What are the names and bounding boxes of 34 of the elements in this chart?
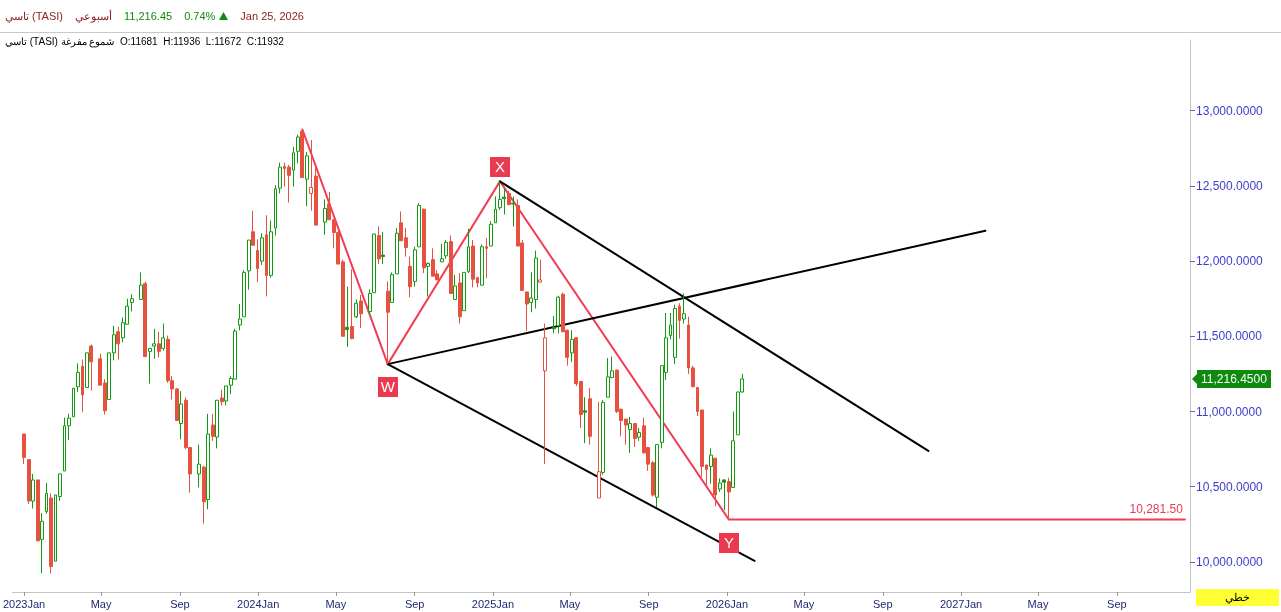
x-tick-label: 2023Jan [2, 597, 46, 610]
x-tick-label: May [90, 597, 112, 610]
x-tick-label: 2027Jan [939, 597, 983, 610]
x-tick-label: May [1027, 597, 1049, 610]
y-tick-label: 13,000.0000 [1196, 103, 1264, 118]
y-tick-label: 11,500.0000 [1196, 329, 1263, 344]
x-tick-label: 2025Jan [471, 597, 515, 610]
text: 0.74% [184, 10, 216, 22]
text: خطي [1196, 589, 1279, 606]
y-tick-label: 12,000.0000 [1196, 254, 1264, 269]
annotation: 10,281.50 [1129, 501, 1183, 516]
x-tick-label: Sep [170, 597, 190, 610]
x-tick-label: Sep [404, 597, 425, 610]
x-tick-label: 2024Jan [237, 597, 280, 610]
x-tick-label: May [793, 597, 815, 610]
annotation: Y [718, 532, 739, 553]
x-tick-label: 2026Jan [705, 597, 749, 610]
x-tick-label: May [325, 597, 347, 610]
y-tick-label: 12,500.0000 [1196, 178, 1264, 193]
chart-subtitle: تاسي (TASI) شموع مفرغة O:11681 H:11936 L:11672 C:11932 [5, 36, 284, 47]
annotation: W [377, 377, 398, 398]
x-tick-label: Sep [638, 597, 659, 610]
text: 11,216.45 [124, 10, 173, 22]
text: Jan 25, 2026 [240, 10, 304, 22]
x-tick-label: May [559, 597, 581, 610]
y-tick-label: 10,000.0000 [1196, 554, 1264, 569]
x-tick-label: Sep [1107, 597, 1127, 610]
y-tick-label: 11,000.0000 [1196, 404, 1263, 419]
annotation: X [489, 157, 510, 178]
text: 11,216.4500 [1197, 369, 1271, 388]
text: أسبوعي [75, 9, 113, 23]
y-tick-label: 10,500.0000 [1196, 479, 1264, 494]
chart-title: تاسي (TASI) [5, 9, 64, 23]
x-tick-label: Sep [873, 597, 893, 610]
